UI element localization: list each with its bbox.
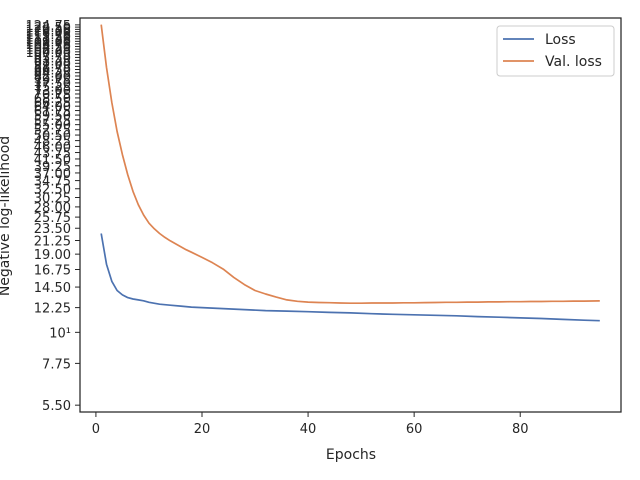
y-tick-label: 39.25: [34, 160, 71, 175]
y-tick-label: 57.25: [34, 114, 71, 129]
x-axis-ticks: 0 20 40 60 80: [92, 412, 529, 437]
y-tick-label: 88.75: [34, 60, 71, 75]
y-tick-label: 43.75: [34, 147, 71, 162]
y-tick-label: 52.75: [34, 124, 71, 139]
plot-area: [79, 17, 622, 413]
y-tick-label: 109.00: [26, 35, 72, 50]
y-tick-label: 55.00: [34, 119, 71, 134]
y-tick-label: 25.75: [34, 211, 71, 226]
y-tick-label: 97.75: [34, 49, 71, 64]
y-tick-label: 75.25: [34, 80, 71, 95]
y-tick-label: 41.50: [34, 153, 71, 168]
y-tick-label: 14.50: [34, 281, 71, 296]
x-tick-label: 40: [300, 422, 317, 437]
legend-val-loss-label: Val. loss: [545, 54, 602, 70]
y-tick-label: 23.50: [34, 222, 71, 237]
y-tick-label: 68.50: [34, 92, 71, 107]
y-tick-label: 102.25: [26, 43, 72, 58]
y-tick-label: 122.50: [26, 21, 72, 36]
y-tick-label: 28.00: [34, 201, 71, 216]
y-tick-label: 5.50: [42, 399, 71, 414]
y-tick-label: 79.75: [34, 73, 71, 88]
y-tick-label: 48.25: [34, 135, 71, 150]
y-tick-label: 124.75: [26, 19, 72, 34]
y-tick-label: 115.75: [26, 28, 72, 43]
y-tick-label: 64.00: [34, 100, 71, 115]
legend-loss-label: Loss: [545, 32, 576, 48]
y-tick-label: 12.25: [34, 302, 71, 317]
y-tick-label: 113.50: [26, 30, 72, 45]
series-layer: [100, 24, 600, 322]
y-tick-label: 34.75: [34, 175, 71, 190]
series-line-loss: [100, 233, 600, 322]
y-tick-label: 82.00: [34, 70, 71, 85]
y-axis-label: Negative log-likelihood: [0, 136, 13, 296]
y-tick-label: 32.50: [34, 183, 71, 198]
y-tick-label: 66.25: [34, 96, 71, 111]
y-tick-label: 70.75: [34, 88, 71, 103]
y-tick-label: 73.00: [34, 84, 71, 99]
y-tick-label: 30.25: [34, 191, 71, 206]
y-tick-label: 95.50: [34, 51, 71, 66]
x-axis-label: Epochs: [326, 447, 376, 463]
y-tick-label: 46.00: [34, 140, 71, 155]
y-tick-label: 77.50: [34, 77, 71, 92]
y-tick-label: 93.25: [34, 54, 71, 69]
y-tick-label: 21.25: [34, 235, 71, 250]
y-tick-label: 86.50: [34, 63, 71, 78]
x-tick-label: 0: [92, 422, 100, 437]
y-tick-label: 84.25: [34, 67, 71, 82]
x-tick-label: 80: [512, 422, 529, 437]
y-tick-label: 91.00: [34, 57, 71, 72]
y-tick-label: 7.75: [42, 357, 71, 372]
y-tick-label: 59.50: [34, 109, 71, 124]
y-tick-label: 50.50: [34, 129, 71, 144]
y-tick-label: 120.25: [26, 23, 72, 38]
y-tick-label: 106.75: [26, 38, 72, 53]
x-tick-label: 20: [194, 422, 211, 437]
series-line-val-loss: [100, 24, 600, 305]
y-tick-label: 37.00: [34, 167, 71, 182]
y-tick-label: 118.00: [26, 26, 72, 41]
y-tick-label: 111.25: [26, 33, 72, 48]
y-tick-label: 19.00: [34, 248, 71, 263]
y-axis-ticks: 5.50 7.75 10¹ 12.25 14.50 16.7519.0021.2523.5…: [26, 19, 80, 414]
y-tick-label: 61.75: [34, 105, 71, 120]
y-tick-label: 16.75: [34, 263, 71, 278]
y-tick-label: 100.00: [26, 46, 72, 61]
y-tick-label: 10¹: [49, 326, 71, 341]
y-tick-label: 104.50: [26, 40, 72, 55]
x-tick-label: 60: [406, 422, 423, 437]
legend: Loss Val. loss: [496, 25, 615, 77]
